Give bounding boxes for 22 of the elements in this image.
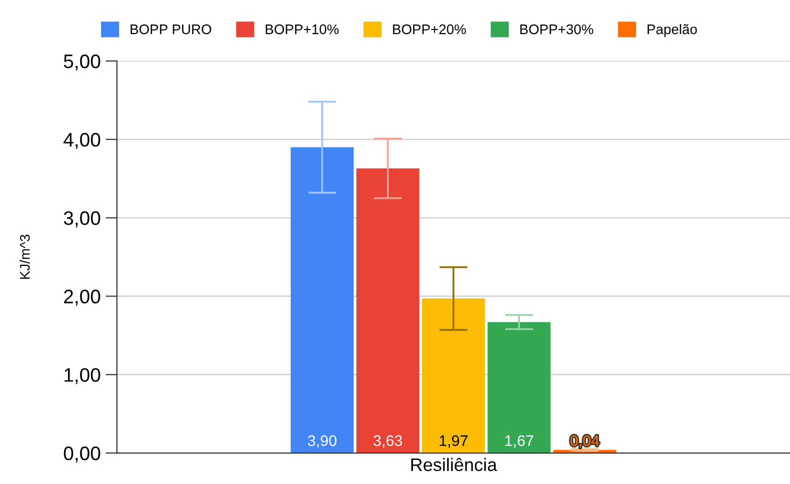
legend-label: BOPP+20% (393, 24, 466, 34)
y-tick-label: 0,00 (64, 446, 100, 463)
y-tick-label: 5,00 (64, 54, 100, 71)
data-label: 1,97 (440, 435, 468, 448)
y-tick-label: 4,00 (64, 132, 100, 149)
bar (422, 298, 485, 454)
data-label: 1,67 (505, 435, 534, 448)
legend-label: BOPP+10% (266, 24, 339, 34)
x-tick-label: Resiliência (411, 458, 498, 472)
y-tick-label: 3,00 (64, 211, 100, 228)
data-label: 3,63 (374, 435, 402, 448)
bar (356, 168, 420, 454)
data-label: 3,90 (308, 435, 336, 448)
y-axis-title: KJ/m^3 (20, 234, 30, 279)
y-tick-label: 1,00 (64, 368, 100, 384)
data-label: 0,04 (570, 435, 600, 448)
legend-label: BOPP+30% (520, 24, 594, 34)
y-tick-label: 2,00 (64, 290, 100, 306)
bar (488, 322, 551, 454)
bar (290, 147, 354, 454)
legend-label: BOPP PURO (130, 24, 212, 34)
legend-label: Papelão (648, 24, 697, 37)
